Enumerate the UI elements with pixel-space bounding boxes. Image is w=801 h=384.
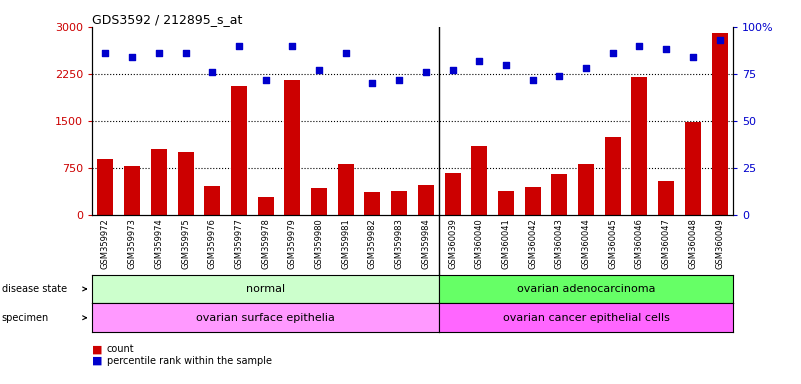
- Text: GSM359977: GSM359977: [235, 218, 244, 269]
- Bar: [391, 191, 407, 215]
- Point: [366, 80, 379, 86]
- Text: ovarian cancer epithelial cells: ovarian cancer epithelial cells: [503, 313, 670, 323]
- Bar: [605, 137, 621, 215]
- Point: [286, 43, 299, 49]
- Bar: [498, 191, 514, 215]
- Text: GSM359984: GSM359984: [421, 218, 430, 269]
- Text: GSM360043: GSM360043: [555, 218, 564, 269]
- Text: GSM360044: GSM360044: [582, 218, 590, 269]
- Text: specimen: specimen: [2, 313, 49, 323]
- Bar: [231, 86, 247, 215]
- Bar: [471, 146, 487, 215]
- Text: GSM359981: GSM359981: [341, 218, 350, 269]
- Point: [526, 76, 539, 83]
- Bar: [418, 185, 434, 215]
- Bar: [445, 173, 461, 215]
- Point: [713, 37, 726, 43]
- Point: [126, 54, 139, 60]
- Bar: [711, 33, 727, 215]
- Point: [99, 50, 112, 56]
- Bar: [551, 174, 567, 215]
- Bar: [178, 152, 194, 215]
- Text: GSM360045: GSM360045: [608, 218, 618, 269]
- Text: GSM360046: GSM360046: [635, 218, 644, 269]
- Bar: [258, 197, 274, 215]
- Text: ■: ■: [92, 344, 103, 354]
- Point: [660, 46, 673, 53]
- Point: [500, 61, 513, 68]
- Bar: [364, 192, 380, 215]
- Bar: [204, 186, 220, 215]
- Bar: [631, 77, 647, 215]
- Text: GSM360040: GSM360040: [475, 218, 484, 269]
- Bar: [151, 149, 167, 215]
- Bar: [525, 187, 541, 215]
- Bar: [124, 166, 140, 215]
- Text: GSM359972: GSM359972: [101, 218, 110, 269]
- Point: [392, 76, 405, 83]
- Text: GSM360041: GSM360041: [501, 218, 510, 269]
- Text: GSM359982: GSM359982: [368, 218, 377, 269]
- Text: GSM360047: GSM360047: [662, 218, 670, 269]
- Point: [340, 50, 352, 56]
- Bar: [578, 164, 594, 215]
- Bar: [658, 180, 674, 215]
- Bar: [685, 122, 701, 215]
- Point: [179, 50, 192, 56]
- Text: GSM359978: GSM359978: [261, 218, 270, 269]
- Text: GSM359983: GSM359983: [395, 218, 404, 269]
- Text: GSM359980: GSM359980: [315, 218, 324, 269]
- Text: GSM359975: GSM359975: [181, 218, 190, 269]
- Bar: [311, 188, 327, 215]
- Text: GSM359976: GSM359976: [207, 218, 217, 269]
- Bar: [98, 159, 114, 215]
- Text: disease state: disease state: [2, 284, 66, 294]
- Point: [312, 67, 325, 73]
- Point: [606, 50, 619, 56]
- Point: [260, 76, 272, 83]
- Text: GDS3592 / 212895_s_at: GDS3592 / 212895_s_at: [92, 13, 243, 26]
- Point: [553, 73, 566, 79]
- Text: count: count: [107, 344, 134, 354]
- Text: GSM360042: GSM360042: [528, 218, 537, 269]
- Point: [580, 65, 593, 71]
- Text: GSM360039: GSM360039: [448, 218, 457, 269]
- Point: [446, 67, 459, 73]
- Text: GSM360048: GSM360048: [688, 218, 698, 269]
- Text: normal: normal: [246, 284, 285, 294]
- Bar: [284, 80, 300, 215]
- Point: [686, 54, 699, 60]
- Point: [152, 50, 165, 56]
- Text: ovarian adenocarcinoma: ovarian adenocarcinoma: [517, 284, 655, 294]
- Text: percentile rank within the sample: percentile rank within the sample: [107, 356, 272, 366]
- Text: GSM359974: GSM359974: [155, 218, 163, 269]
- Text: GSM359979: GSM359979: [288, 218, 297, 269]
- Text: ovarian surface epithelia: ovarian surface epithelia: [196, 313, 335, 323]
- Point: [206, 69, 219, 75]
- Text: GSM359973: GSM359973: [127, 218, 137, 269]
- Text: ■: ■: [92, 356, 103, 366]
- Point: [420, 69, 433, 75]
- Text: GSM360049: GSM360049: [715, 218, 724, 269]
- Point: [633, 43, 646, 49]
- Point: [473, 58, 485, 64]
- Point: [232, 43, 245, 49]
- Bar: [338, 164, 354, 215]
